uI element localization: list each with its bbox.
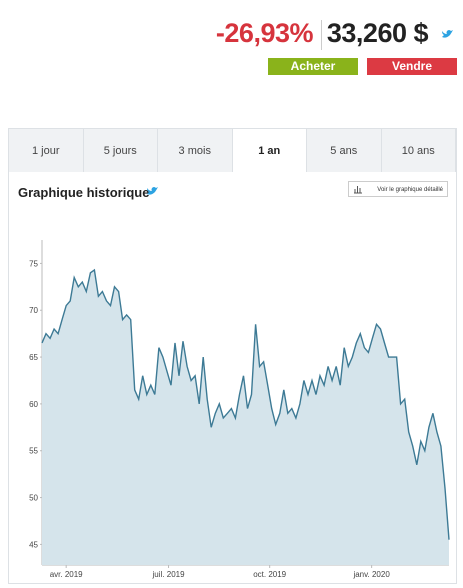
tabs: 1 jour 5 jours 3 mois 1 an 5 ans 10 ans (8, 128, 457, 174)
detail-label: Voir le graphique détaillé (377, 187, 443, 193)
chart-icon (354, 186, 362, 194)
section-title: Graphique historique (18, 185, 150, 200)
twitter-icon[interactable] (146, 186, 159, 197)
twitter-icon[interactable] (441, 29, 454, 40)
detail-button[interactable]: Voir le graphique détaillé (348, 181, 448, 197)
tab[interactable]: 1 an (232, 129, 307, 173)
sell-button[interactable]: Vendre (367, 58, 457, 75)
price: 33,260 $ (326, 18, 429, 48)
tab[interactable]: 3 mois (158, 129, 233, 173)
tab[interactable]: 5 jours (84, 129, 158, 173)
tab[interactable]: 1 jour (9, 129, 84, 173)
buy-button[interactable]: Acheter (268, 58, 358, 75)
tab[interactable]: 5 ans (307, 129, 382, 173)
separator (321, 20, 322, 50)
chart-panel (8, 172, 457, 584)
change: -26,93% (215, 18, 314, 48)
tab[interactable]: 10 ans (382, 129, 456, 173)
